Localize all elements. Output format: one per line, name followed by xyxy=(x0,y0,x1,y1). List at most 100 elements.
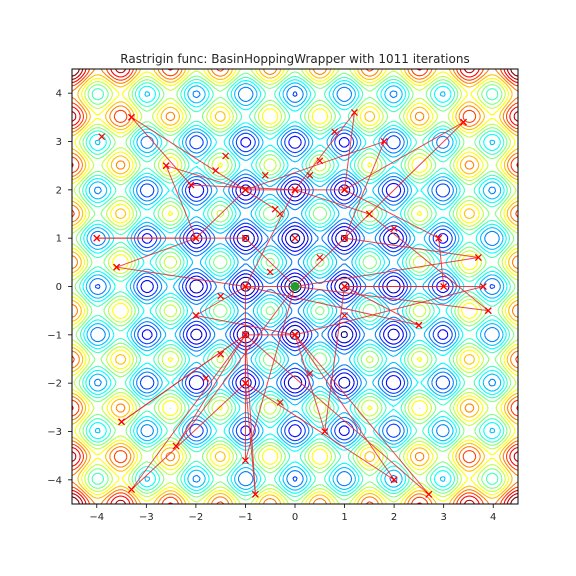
trajectory-segment xyxy=(344,189,439,239)
trajectory-segment xyxy=(294,237,345,287)
sample-marker xyxy=(306,171,314,179)
trajectory-segment xyxy=(195,315,296,336)
sample-marker xyxy=(390,225,398,232)
sample-marker xyxy=(128,113,135,121)
x-tick-label: 3 xyxy=(440,512,446,523)
trajectory-segment xyxy=(131,382,246,490)
contour-level-15 xyxy=(72,69,518,504)
trajectory-segment xyxy=(324,286,346,432)
trajectory-segment xyxy=(294,334,395,481)
sample-marker xyxy=(271,205,279,213)
trajectory-segment xyxy=(166,165,246,191)
trajectory-segment xyxy=(175,286,296,447)
sample-marker xyxy=(222,152,230,160)
trajectory-segment xyxy=(195,286,246,316)
trajectory-segment xyxy=(195,189,246,239)
trajectory-segment xyxy=(121,334,246,423)
contour-layer xyxy=(72,69,518,504)
sample-marker xyxy=(276,399,284,406)
y-tick-label: −2 xyxy=(47,379,62,390)
sample-marker xyxy=(321,428,329,435)
trajectory-segment xyxy=(294,286,484,336)
trajectory-segment xyxy=(165,165,197,239)
trajectory-segment xyxy=(245,141,385,191)
x-tick-label: −2 xyxy=(189,512,204,523)
sample-marker xyxy=(479,283,487,290)
sample-marker xyxy=(162,162,170,170)
sample-marker xyxy=(331,128,339,136)
sample-marker xyxy=(251,490,259,498)
contour-level-5 xyxy=(85,82,505,491)
sample-marker xyxy=(202,374,210,382)
trajectory-segment xyxy=(294,286,489,312)
chart-title: Rastrigin func: BasinHoppingWrapper with… xyxy=(120,52,469,66)
x-tick-label: 0 xyxy=(292,512,298,523)
trajectory-segment xyxy=(294,257,479,287)
trajectory-segment xyxy=(131,117,192,186)
sample-marker xyxy=(266,268,274,276)
sample-marker xyxy=(440,283,448,290)
x-tick-label: −4 xyxy=(89,512,104,523)
sample-marker xyxy=(341,283,348,290)
y-tick-label: 3 xyxy=(56,137,62,148)
trajectory-segment xyxy=(344,286,420,326)
x-axis: −4 −3 −2 −1 0 1 2 3 4 xyxy=(89,504,496,523)
sample-marker xyxy=(192,312,200,319)
trajectory-segment xyxy=(344,121,464,239)
sample-marker xyxy=(242,331,249,339)
contour-level-12 xyxy=(72,69,518,504)
trajectory-segment xyxy=(244,286,296,461)
trajectory-segment xyxy=(344,121,464,191)
trajectory-layer xyxy=(96,112,489,495)
trajectory-segment xyxy=(369,213,489,312)
sample-marker xyxy=(365,210,373,218)
y-tick-label: −4 xyxy=(47,475,62,486)
x-tick-label: 4 xyxy=(490,512,496,523)
sample-marker xyxy=(172,442,180,450)
y-tick-label: 1 xyxy=(56,234,62,245)
sample-marker xyxy=(415,321,423,329)
trajectory-segment xyxy=(294,334,326,432)
sample-marker xyxy=(351,109,358,116)
contour-level-13 xyxy=(72,69,518,504)
y-tick-label: 2 xyxy=(56,185,62,196)
contour-level-4 xyxy=(89,85,501,488)
sample-marker xyxy=(217,350,225,358)
sample-marker xyxy=(187,181,195,189)
contour-level-11 xyxy=(72,69,518,504)
trajectory-segment xyxy=(294,112,355,191)
x-tick-label: −3 xyxy=(139,512,154,523)
sample-marker xyxy=(341,234,348,242)
sample-marker xyxy=(242,186,249,194)
sample-marker xyxy=(474,254,482,261)
trajectory-segment xyxy=(344,112,355,190)
sample-marker xyxy=(128,486,135,493)
marker-layer xyxy=(93,109,492,498)
y-tick-label: −1 xyxy=(47,330,62,341)
x-tick-label: 1 xyxy=(341,512,347,523)
sample-marker xyxy=(425,490,433,498)
sample-marker xyxy=(217,292,225,300)
sample-marker xyxy=(435,234,443,242)
sample-marker xyxy=(242,457,249,464)
trajectory-segment xyxy=(175,334,246,447)
trajectory-segment xyxy=(131,334,246,490)
sample-marker xyxy=(93,234,101,242)
sample-marker xyxy=(306,370,314,377)
sample-marker xyxy=(291,331,299,339)
x-tick-label: 2 xyxy=(391,512,397,523)
contour-level-16 xyxy=(72,69,518,504)
contour-level-9 xyxy=(72,69,518,504)
sample-marker xyxy=(460,118,467,126)
sample-marker xyxy=(390,476,398,484)
sample-marker xyxy=(98,133,106,141)
sample-marker xyxy=(316,254,324,261)
contour-level-1 xyxy=(189,183,401,390)
sample-marker xyxy=(341,312,348,319)
contour-level-10 xyxy=(72,69,518,504)
trajectory-segment xyxy=(244,334,256,495)
sample-marker xyxy=(118,418,125,426)
contour-level-7 xyxy=(79,75,511,498)
best-point-marker xyxy=(290,282,300,291)
trajectory-segment xyxy=(116,266,246,287)
